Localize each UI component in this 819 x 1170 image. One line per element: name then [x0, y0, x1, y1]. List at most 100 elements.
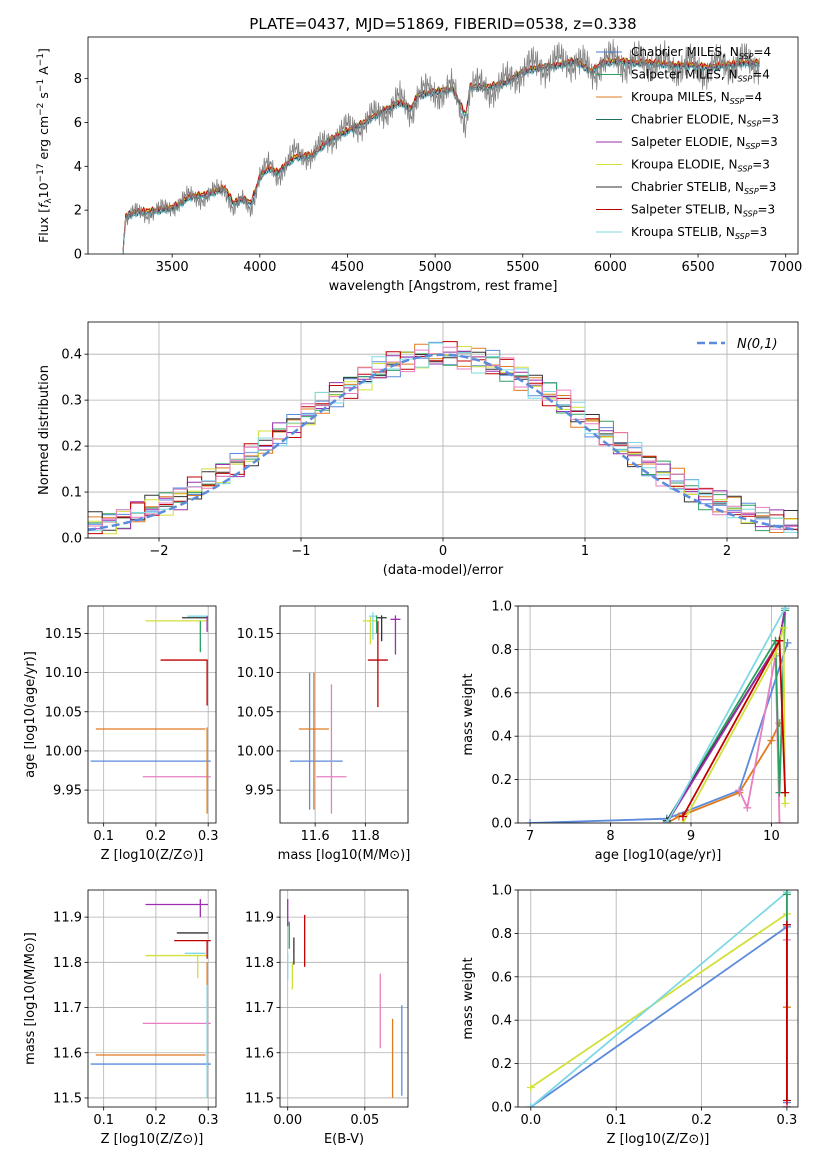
legend-nssp-value: 4 — [764, 45, 772, 59]
y-tick-label: 0.6 — [491, 686, 512, 701]
plot-area — [287, 899, 403, 1098]
y-tick-label: 0.6 — [491, 970, 512, 985]
y-tick-label: 1.0 — [491, 600, 512, 615]
y-tick-label: 0.0 — [491, 817, 512, 832]
y-tick-label: 0.2 — [491, 1057, 512, 1072]
legend-nssp-value: 3 — [768, 203, 776, 217]
y-axis-label: mass weight — [461, 673, 476, 755]
legend-nssp-subscript: SSP — [743, 210, 758, 219]
residual-histogram-line — [88, 351, 798, 534]
x-tick-label: 0 — [439, 544, 447, 559]
y-tick-label: 11.9 — [53, 911, 82, 926]
mass-weight-line — [530, 912, 788, 1107]
legend-nssp-prefix: , N — [721, 68, 738, 82]
y-tick-label: 10.10 — [45, 666, 82, 681]
y-tick-label: 9.95 — [245, 784, 274, 799]
model-spectrum-line — [122, 55, 760, 251]
y-tick-label: 0.4 — [61, 348, 82, 363]
legend-nssp-subscript: SSP — [739, 52, 754, 61]
mass-vs-extinction-panel: 0.00 0.05 11.5 11.6 11.7 11.8 11.9 E(B-V) — [245, 889, 409, 1147]
residual-histogram-line — [88, 350, 798, 530]
mass-vs-metallicity-panel: 0.1 0.2 0.3 11.5 11.6 11.7 11.8 11.9 Z [log10(Z/… — [23, 889, 219, 1147]
y-tick-label: 11.6 — [245, 1046, 274, 1061]
x-tick-label: 0.1 — [93, 1113, 114, 1128]
y-axis-label-part: −17 — [36, 163, 46, 182]
legend-label: Kroupa STELIB, NSSP=3 — [631, 225, 767, 241]
y-tick-label: 0.4 — [491, 1014, 512, 1029]
normal-curve-line — [88, 353, 798, 532]
chart-title: PLATE=0437, MJD=51869, FIBERID=0538, z=0… — [249, 15, 636, 33]
legend-label: Salpeter ELODIE, NSSP=3 — [631, 135, 778, 151]
y-tick-label: 10.05 — [237, 705, 274, 720]
residual-histogram-line — [88, 341, 798, 535]
mass-weight-marker — [775, 636, 784, 645]
y-tick-label: 0.2 — [61, 440, 82, 455]
mass-weight-line — [666, 607, 786, 823]
legend-nssp-prefix: , N — [721, 158, 738, 172]
legend-label: N(0,1) — [737, 337, 778, 352]
mass-weight-marker — [526, 1103, 535, 1107]
y-tick-label: 0 — [74, 248, 82, 263]
axes-frame — [87, 36, 799, 255]
y-tick-label: 9.95 — [53, 784, 82, 799]
x-tick-label: 0.2 — [691, 1113, 712, 1128]
y-tick-label: 0.0 — [61, 532, 82, 547]
legend-series-name: Kroupa STELIB — [631, 225, 718, 239]
y-tick-label: 0.8 — [491, 927, 512, 942]
mass-weight-marker — [775, 819, 784, 823]
y-tick-label: 11.9 — [245, 911, 274, 926]
x-axis-label: age [log10(age/yr)] — [595, 848, 722, 863]
legend-nssp-prefix: , N — [726, 203, 743, 217]
y-tick-label: 11.5 — [245, 1091, 274, 1106]
x-tick-label: 0.1 — [606, 1113, 627, 1128]
plot-area — [526, 890, 791, 1107]
grid — [518, 605, 798, 824]
mass-weight-line — [530, 890, 788, 1107]
y-tick-label: 0.1 — [61, 486, 82, 501]
age-vs-mass-panel: 11.6 11.8 9.95 10.00 10.05 10.10 10.15 mass [lo… — [237, 605, 411, 863]
x-tick-label: 11.6 — [301, 829, 330, 844]
residual-histogram-line — [88, 341, 798, 531]
legend-nssp-eq: = — [759, 180, 769, 194]
mass-weight-marker — [767, 736, 776, 745]
legend-nssp-eq: = — [757, 203, 767, 217]
legend-nssp-eq: = — [744, 90, 754, 104]
y-tick-label: 4 — [74, 160, 82, 175]
x-axis-label: Z [log10(Z/Z⊙)] — [101, 848, 204, 863]
x-axis-label: Z [log10(Z/Z⊙)] — [101, 1132, 204, 1147]
y-tick-label: 10.00 — [45, 744, 82, 759]
grid — [280, 890, 408, 1107]
x-tick-label: 0.1 — [93, 829, 114, 844]
plot-area — [290, 612, 401, 814]
plot-area — [90, 899, 211, 1098]
y-tick-label: 11.7 — [245, 1001, 274, 1016]
residual-histogram-line — [88, 351, 798, 532]
legend-nssp-value: 4 — [762, 68, 770, 82]
axes-frame — [279, 889, 409, 1108]
x-tick-label: 0.2 — [146, 829, 167, 844]
y-tick-label: 0.4 — [491, 730, 512, 745]
legend-nssp-subscript: SSP — [730, 97, 745, 106]
legend-nssp-eq: = — [752, 158, 762, 172]
y-axis-label-part: 10 — [36, 182, 51, 198]
x-tick-label: 8 — [606, 829, 614, 844]
legend-series-name: Kroupa MILES — [631, 90, 713, 104]
y-axis-label: Flux [fλ10−17 erg cm−2 s−1 A−1] — [36, 48, 54, 243]
y-tick-label: 11.8 — [245, 956, 274, 971]
grid — [280, 606, 408, 823]
x-tick-label: 4500 — [331, 260, 364, 275]
x-tick-label: 2 — [723, 544, 731, 559]
axes-frame — [87, 605, 217, 824]
legend-nssp-prefix: , N — [722, 45, 739, 59]
x-tick-label: 1 — [581, 544, 589, 559]
x-tick-label: 11.8 — [351, 829, 380, 844]
x-tick-label: 0.3 — [198, 1113, 219, 1128]
x-tick-label: 3500 — [156, 260, 189, 275]
x-tick-label: 0.3 — [777, 1113, 798, 1128]
legend-label: Kroupa ELODIE, NSSP=3 — [631, 158, 770, 174]
y-axis-label-part: ] — [36, 48, 51, 53]
x-axis-label: mass [log10(M/M⊙)] — [278, 848, 411, 863]
legend-nssp-prefix: , N — [727, 180, 744, 194]
legend-nssp-subscript: SSP — [738, 75, 753, 84]
